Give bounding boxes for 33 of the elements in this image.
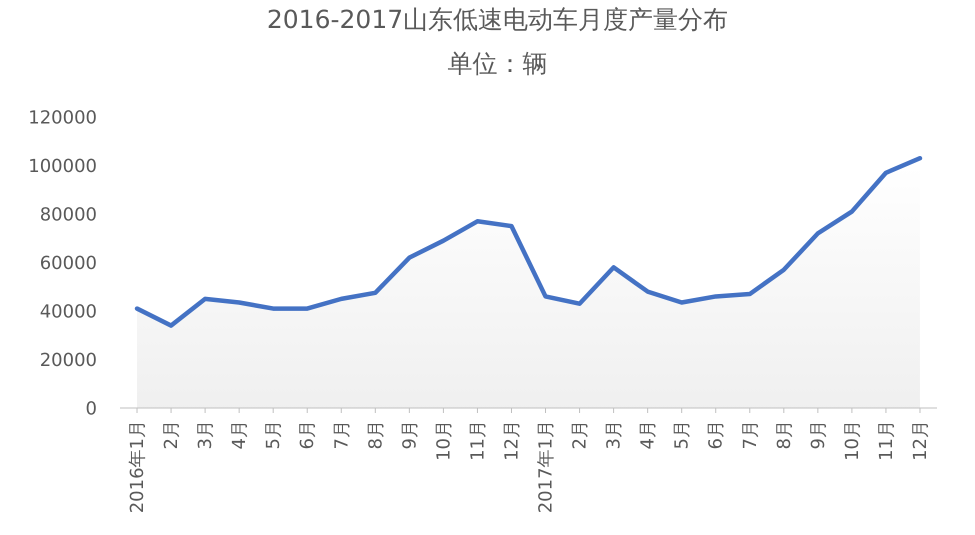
x-tick-label: 6月 bbox=[706, 420, 727, 450]
x-tick-label: 9月 bbox=[399, 420, 420, 450]
x-tick-label: 7月 bbox=[740, 420, 761, 450]
x-tick-label: 2016年1月 bbox=[127, 420, 148, 514]
chart-subtitle: 单位：辆 bbox=[448, 49, 548, 78]
x-tick-label: 3月 bbox=[604, 420, 625, 450]
x-tick-label: 12月 bbox=[501, 420, 522, 461]
x-tick-label: 4月 bbox=[638, 420, 659, 450]
y-tick-label: 120000 bbox=[28, 107, 97, 128]
x-tick-label: 5月 bbox=[672, 420, 693, 450]
x-tick-label: 2017年1月 bbox=[536, 420, 557, 514]
x-tick-label: 11月 bbox=[876, 420, 897, 461]
x-tick-label: 4月 bbox=[229, 420, 250, 450]
x-tick-label: 7月 bbox=[331, 420, 352, 450]
x-tick-label: 9月 bbox=[808, 420, 829, 450]
x-tick-label: 3月 bbox=[195, 420, 216, 450]
x-tick-label: 11月 bbox=[467, 420, 488, 461]
y-tick-label: 60000 bbox=[40, 252, 97, 274]
x-tick-label: 6月 bbox=[297, 420, 318, 450]
x-tick-label: 10月 bbox=[433, 420, 454, 461]
x-tick-label: 10月 bbox=[842, 420, 863, 461]
x-tick-label: 2月 bbox=[570, 420, 591, 450]
chart-title: 2016-2017山东低速电动车月度产量分布 bbox=[266, 5, 728, 34]
x-tick-label: 8月 bbox=[365, 420, 386, 450]
y-tick-label: 100000 bbox=[28, 156, 97, 177]
x-tick-label: 5月 bbox=[263, 420, 284, 450]
y-tick-label: 0 bbox=[86, 398, 97, 420]
y-tick-label: 40000 bbox=[40, 301, 97, 322]
x-tick-label: 2月 bbox=[161, 420, 182, 450]
x-tick-label: 12月 bbox=[910, 420, 931, 461]
y-tick-label: 80000 bbox=[40, 204, 97, 226]
x-tick-label: 8月 bbox=[774, 420, 795, 450]
y-tick-label: 20000 bbox=[40, 350, 97, 371]
